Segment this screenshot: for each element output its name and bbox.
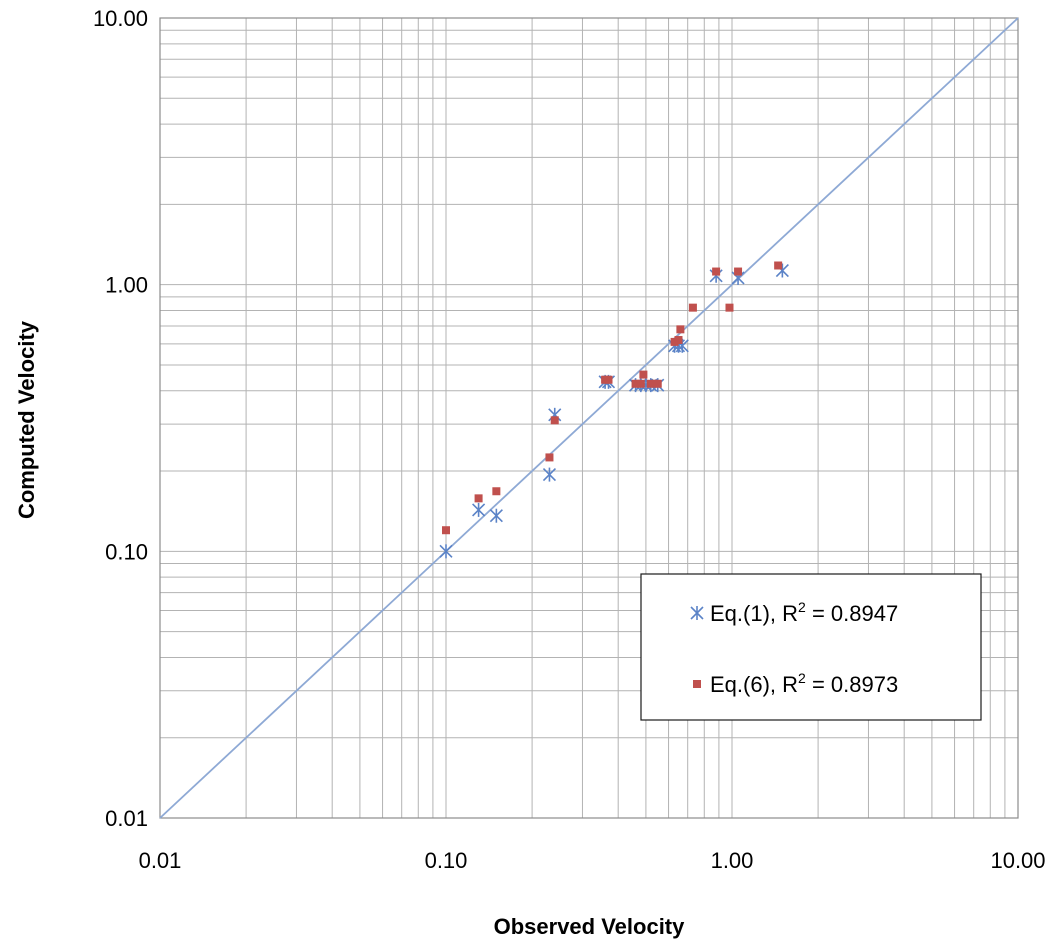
data-point-eq6 [604, 375, 613, 384]
data-point-eq6 [712, 267, 721, 276]
data-points [439, 261, 789, 559]
x-tick-label: 0.10 [425, 848, 468, 873]
legend-eq6-sup: 2 [798, 670, 806, 686]
data-point-eq6 [639, 370, 648, 379]
legend-box [640, 573, 982, 721]
legend-asterisk-marker [690, 606, 704, 620]
data-point-eq1 [472, 502, 486, 517]
data-point-eq6 [734, 267, 743, 276]
data-point-eq6 [636, 379, 645, 388]
y-tick-label: 0.01 [105, 806, 148, 831]
data-point-eq1 [489, 508, 503, 523]
legend-square-marker [693, 680, 701, 688]
y-tick-label: 10.00 [93, 6, 148, 31]
tick-labels: 0.01 0.10 1.00 10.00 0.01 0.10 1.00 10.00 [93, 6, 1046, 873]
data-point-eq6 [646, 379, 655, 388]
data-point-eq6 [653, 379, 662, 388]
series-eq6 [442, 261, 783, 535]
reference-line-group [159, 17, 1019, 819]
legend-asterisk-glyph [690, 606, 704, 620]
reference-line-1to1 [159, 17, 1019, 819]
data-point-eq6 [442, 526, 450, 535]
data-point-eq6 [474, 494, 483, 503]
plot-area-border [159, 17, 1019, 819]
data-point-eq1 [542, 467, 557, 482]
x-axis-title: Observed Velocity [494, 914, 686, 939]
data-point-eq6 [674, 336, 683, 345]
y-tick-label: 1.00 [105, 273, 148, 298]
data-point-eq6 [688, 303, 697, 312]
legend-eq1-sup: 2 [798, 599, 806, 615]
data-point-eq1 [439, 544, 453, 559]
y-axis-title: Computed Velocity [14, 320, 39, 519]
legend: Eq.(1), R2 = 0.8947 Eq.(6), R2 = 0.8973 [640, 573, 982, 721]
data-point-eq6 [676, 325, 685, 334]
legend-eq6-prefix: Eq.(6), R [710, 672, 798, 697]
legend-eq6-suffix: = 0.8973 [806, 672, 898, 697]
y-tick-label: 0.10 [105, 539, 148, 564]
legend-label-eq1: Eq.(1), R2 = 0.8947 [710, 599, 898, 626]
data-point-eq6 [550, 416, 559, 425]
legend-square-glyph [693, 680, 701, 688]
data-point-eq6 [725, 303, 734, 312]
legend-eq1-prefix: Eq.(1), R [710, 601, 798, 626]
data-point-eq6 [774, 261, 783, 270]
legend-label-eq6: Eq.(6), R2 = 0.8973 [710, 670, 898, 697]
x-tick-label: 0.01 [139, 848, 182, 873]
legend-eq1-suffix: = 0.8947 [806, 601, 898, 626]
x-tick-label: 1.00 [711, 848, 754, 873]
x-tick-label: 10.00 [990, 848, 1045, 873]
data-point-eq6 [631, 379, 640, 388]
data-point-eq6 [492, 487, 501, 496]
data-point-eq6 [545, 453, 554, 462]
